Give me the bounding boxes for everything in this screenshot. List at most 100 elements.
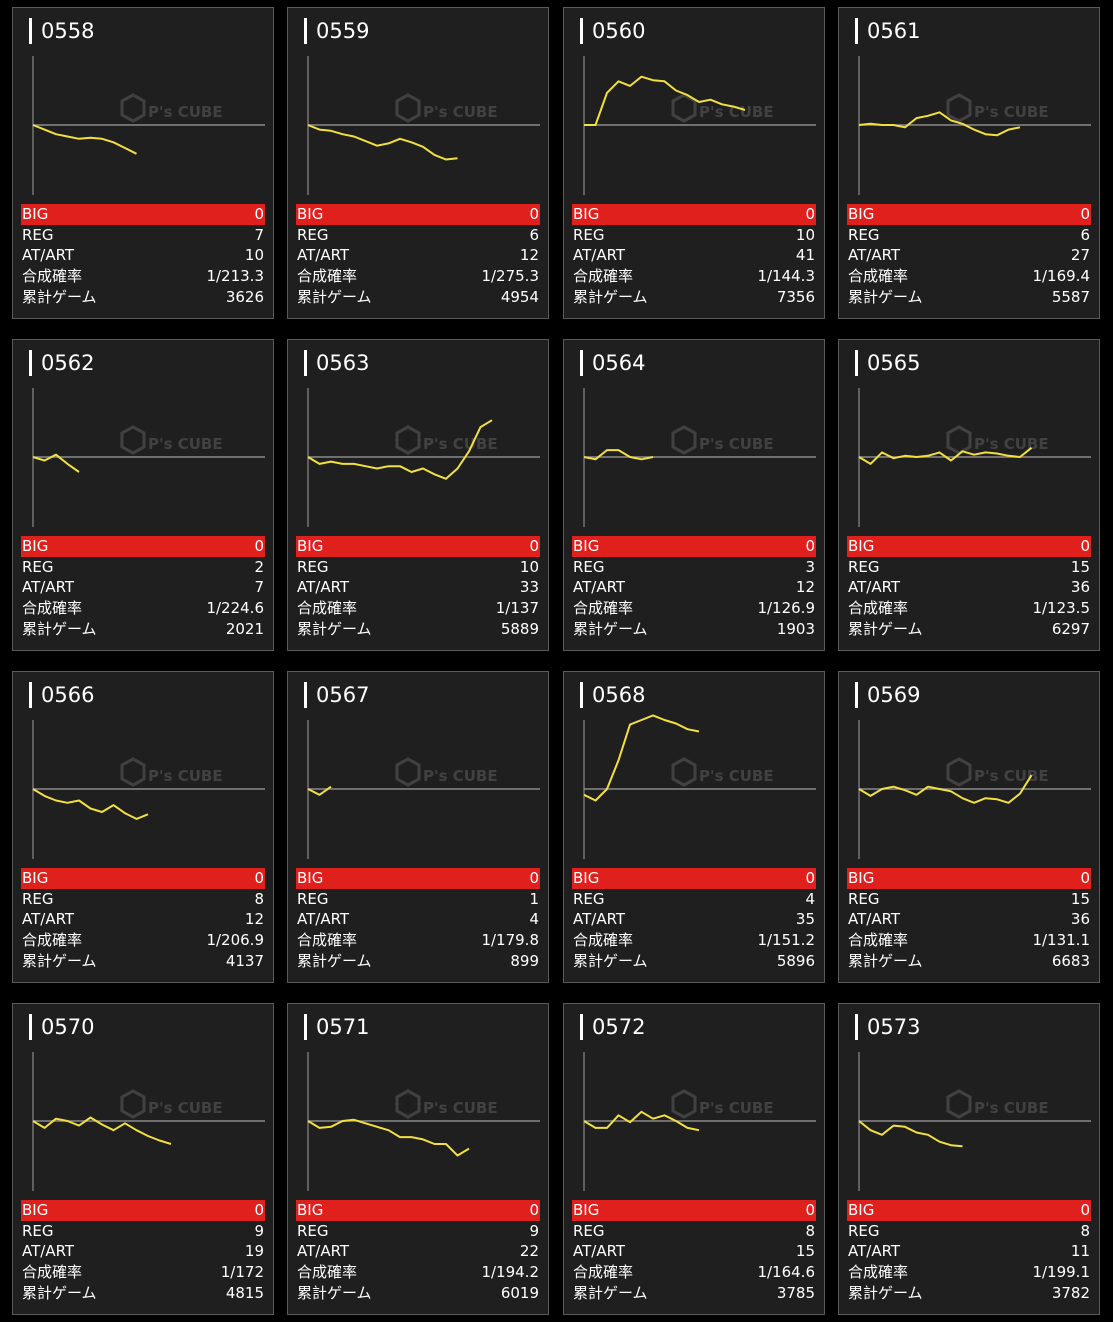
stat-row-atart: AT/ART 7: [21, 577, 265, 598]
stat-row-big: BIG 0: [572, 1200, 816, 1221]
stat-value: 3: [805, 557, 815, 576]
stat-row-rate: 合成確率 1/172: [21, 1262, 265, 1283]
slump-chart: P's CUBE: [296, 712, 542, 862]
watermark-text: P's CUBE: [148, 435, 223, 453]
stat-label: REG: [297, 1221, 329, 1240]
stat-value: 8: [805, 1221, 815, 1240]
machine-number: 0568: [592, 683, 646, 707]
machine-card[interactable]: 0559 P's CUBE BIG 0 REG 6 AT/ART 12 合成確率…: [287, 7, 549, 319]
machine-card[interactable]: 0558 P's CUBE BIG 0 REG 7 AT/ART 10 合成確率…: [12, 7, 274, 319]
stat-label: 累計ゲーム: [573, 951, 648, 970]
stat-value: 3782: [1051, 1283, 1090, 1302]
stat-row-reg: REG 1: [296, 889, 540, 910]
machine-card[interactable]: 0571 P's CUBE BIG 0 REG 9 AT/ART 22 合成確率…: [287, 1003, 549, 1315]
stat-row-games: 累計ゲーム 5889: [296, 618, 540, 639]
watermark-text: P's CUBE: [148, 103, 223, 121]
stat-value: 1/131.1: [1032, 931, 1090, 950]
slump-chart-svg: P's CUBE: [583, 388, 816, 527]
stats-table: BIG 0 REG 4 AT/ART 35 合成確率 1/151.2 累計ゲーム…: [572, 868, 816, 971]
stat-value: 0: [254, 869, 264, 888]
stat-value: 0: [529, 537, 539, 556]
stat-value: 2: [254, 557, 264, 576]
stat-row-games: 累計ゲーム 6683: [847, 950, 1091, 971]
watermark-text: P's CUBE: [974, 1099, 1049, 1117]
slump-chart-svg: P's CUBE: [32, 720, 265, 859]
stat-label: BIG: [573, 1201, 600, 1220]
stat-label: AT/ART: [848, 246, 901, 265]
stat-label: AT/ART: [22, 1242, 75, 1261]
stat-label: REG: [848, 1221, 880, 1240]
stat-value: 0: [254, 1201, 264, 1220]
stat-value: 0: [254, 205, 264, 224]
stat-row-games: 累計ゲーム 4954: [296, 286, 540, 307]
stat-row-atart: AT/ART 12: [21, 909, 265, 930]
watermark-text: P's CUBE: [148, 1099, 223, 1117]
slump-chart: P's CUBE: [847, 380, 1093, 530]
stat-label: AT/ART: [848, 1242, 901, 1261]
stats-table: BIG 0 REG 8 AT/ART 11 合成確率 1/199.1 累計ゲーム…: [847, 1200, 1091, 1303]
stat-row-rate: 合成確率 1/151.2: [572, 930, 816, 951]
stat-label: 累計ゲーム: [22, 287, 97, 306]
stat-row-atart: AT/ART 33: [296, 577, 540, 598]
machine-card[interactable]: 0561 P's CUBE BIG 0 REG 6 AT/ART 27 合成確率…: [838, 7, 1100, 319]
stat-row-atart: AT/ART 4: [296, 909, 540, 930]
stat-row-rate: 合成確率 1/206.9: [21, 930, 265, 951]
machine-card[interactable]: 0568 P's CUBE BIG 0 REG 4 AT/ART 35 合成確率…: [563, 671, 825, 983]
machine-card[interactable]: 0569 P's CUBE BIG 0 REG 15 AT/ART 36 合成確…: [838, 671, 1100, 983]
card-title: 0569: [855, 682, 920, 708]
machine-card[interactable]: 0573 P's CUBE BIG 0 REG 8 AT/ART 11 合成確率…: [838, 1003, 1100, 1315]
stat-label: 合成確率: [573, 599, 634, 618]
stats-table: BIG 0 REG 15 AT/ART 36 合成確率 1/123.5 累計ゲー…: [847, 536, 1091, 639]
stat-label: AT/ART: [848, 910, 901, 929]
stat-row-rate: 合成確率 1/199.1: [847, 1262, 1091, 1283]
stat-label: BIG: [22, 205, 49, 224]
watermark-logo: P's CUBE: [946, 757, 1049, 787]
stat-value: 4: [805, 889, 815, 908]
machine-card[interactable]: 0564 P's CUBE BIG 0 REG 3 AT/ART 12 合成確率…: [563, 339, 825, 651]
stat-row-atart: AT/ART 10: [21, 245, 265, 266]
cube-logo-icon: [671, 757, 697, 787]
stats-table: BIG 0 REG 9 AT/ART 22 合成確率 1/194.2 累計ゲーム…: [296, 1200, 540, 1303]
watermark-logo: P's CUBE: [120, 1089, 223, 1119]
card-title: 0560: [580, 18, 645, 44]
machine-card[interactable]: 0563 P's CUBE BIG 0 REG 10 AT/ART 33 合成確…: [287, 339, 549, 651]
stat-value: 7: [254, 225, 264, 244]
stat-label: 累計ゲーム: [848, 951, 923, 970]
stat-label: REG: [573, 889, 605, 908]
stat-row-big: BIG 0: [847, 204, 1091, 225]
stat-row-big: BIG 0: [296, 868, 540, 889]
stat-label: BIG: [22, 869, 49, 888]
stat-value: 1/275.3: [481, 267, 539, 286]
stat-row-reg: REG 9: [296, 1221, 540, 1242]
machine-number: 0559: [316, 19, 370, 43]
stat-label: 合成確率: [297, 599, 358, 618]
stat-value: 11: [1070, 1242, 1090, 1261]
machine-number: 0565: [867, 351, 921, 375]
watermark-text: P's CUBE: [699, 103, 774, 121]
machine-card[interactable]: 0565 P's CUBE BIG 0 REG 15 AT/ART 36 合成確…: [838, 339, 1100, 651]
slump-chart: P's CUBE: [847, 1044, 1093, 1194]
stat-row-big: BIG 0: [21, 1200, 265, 1221]
stat-value: 1903: [776, 619, 815, 638]
machine-card[interactable]: 0570 P's CUBE BIG 0 REG 9 AT/ART 19 合成確率…: [12, 1003, 274, 1315]
stat-value: 5896: [776, 951, 815, 970]
watermark-logo: P's CUBE: [120, 757, 223, 787]
slump-chart-svg: P's CUBE: [583, 56, 816, 195]
slump-chart-svg: P's CUBE: [858, 388, 1091, 527]
machine-card[interactable]: 0560 P's CUBE BIG 0 REG 10 AT/ART 41 合成確…: [563, 7, 825, 319]
machine-card[interactable]: 0566 P's CUBE BIG 0 REG 8 AT/ART 12 合成確率…: [12, 671, 274, 983]
title-accent-bar: [29, 350, 32, 376]
machine-card[interactable]: 0562 P's CUBE BIG 0 REG 2 AT/ART 7 合成確率 …: [12, 339, 274, 651]
stat-value: 0: [1080, 537, 1090, 556]
stat-row-games: 累計ゲーム 7356: [572, 286, 816, 307]
machine-card[interactable]: 0567 P's CUBE BIG 0 REG 1 AT/ART 4 合成確率 …: [287, 671, 549, 983]
watermark-text: P's CUBE: [423, 1099, 498, 1117]
stat-row-games: 累計ゲーム 899: [296, 950, 540, 971]
stats-table: BIG 0 REG 8 AT/ART 12 合成確率 1/206.9 累計ゲーム…: [21, 868, 265, 971]
stats-table: BIG 0 REG 3 AT/ART 12 合成確率 1/126.9 累計ゲーム…: [572, 536, 816, 639]
stat-value: 3626: [225, 287, 264, 306]
stat-label: 合成確率: [22, 931, 83, 950]
machine-number: 0569: [867, 683, 921, 707]
stat-label: 累計ゲーム: [848, 619, 923, 638]
machine-card[interactable]: 0572 P's CUBE BIG 0 REG 8 AT/ART 15 合成確率…: [563, 1003, 825, 1315]
